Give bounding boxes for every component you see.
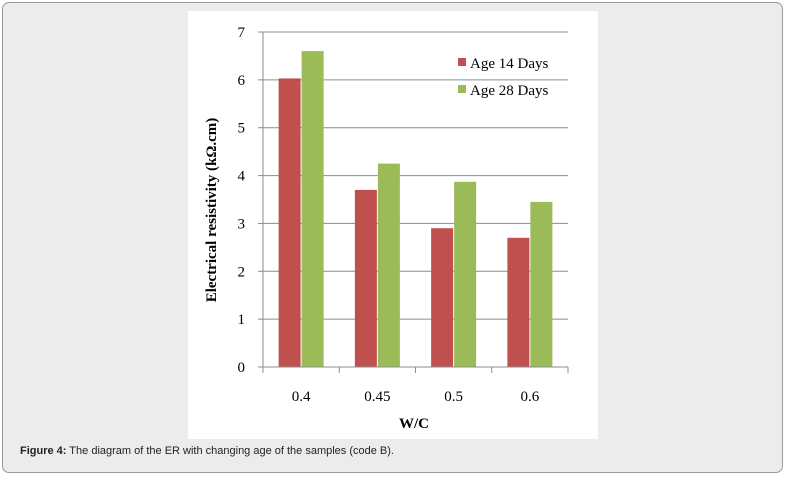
y-tick-label: 0 <box>238 360 246 376</box>
bar-age-14-0.45 <box>354 189 377 367</box>
y-tick-label: 5 <box>238 121 246 137</box>
legend-swatch-age-14 <box>458 58 466 66</box>
bar-age-14-0.6 <box>507 237 530 367</box>
bar-age-28-0.5 <box>454 181 477 367</box>
y-axis-label: Electrical resistivity (kΩ.cm) <box>204 118 220 303</box>
x-tick-label: 0.4 <box>292 389 311 405</box>
x-tick-label: 0.45 <box>364 389 390 405</box>
caption-text: The diagram of the ER with changing age … <box>66 445 394 457</box>
bar-age-28-0.45 <box>377 163 400 367</box>
figure-caption: Figure 4: The diagram of the ER with cha… <box>20 445 394 457</box>
x-tick-label: 0.6 <box>521 389 540 405</box>
caption-label: Figure 4: <box>20 445 67 457</box>
y-tick-label: 4 <box>238 169 246 185</box>
y-tick-label: 3 <box>238 216 246 232</box>
bar-age-14-0.4 <box>278 78 301 368</box>
axes <box>258 31 569 373</box>
legend-swatch-age-28 <box>458 85 466 93</box>
legend: Age 14 Days Age 28 Days <box>458 56 548 99</box>
y-tick-label: 2 <box>238 264 246 280</box>
bar-age-28-0.4 <box>301 51 324 368</box>
legend-label-age-14: Age 14 Days <box>470 56 548 72</box>
bar-age-14-0.5 <box>431 228 454 367</box>
y-tick-label: 6 <box>238 73 246 89</box>
y-tick-label: 7 <box>238 25 246 41</box>
bar-age-28-0.6 <box>530 201 553 367</box>
y-tick-label: 1 <box>238 312 246 328</box>
x-tick-labels: 0.4 0.45 0.5 0.6 <box>292 389 540 405</box>
x-tick-label: 0.5 <box>444 389 463 405</box>
x-axis-label: W/C <box>399 416 429 432</box>
bars <box>278 51 553 368</box>
y-tick-labels: 0 1 2 3 4 5 6 7 <box>238 25 246 376</box>
legend-label-age-28: Age 28 Days <box>470 83 548 99</box>
